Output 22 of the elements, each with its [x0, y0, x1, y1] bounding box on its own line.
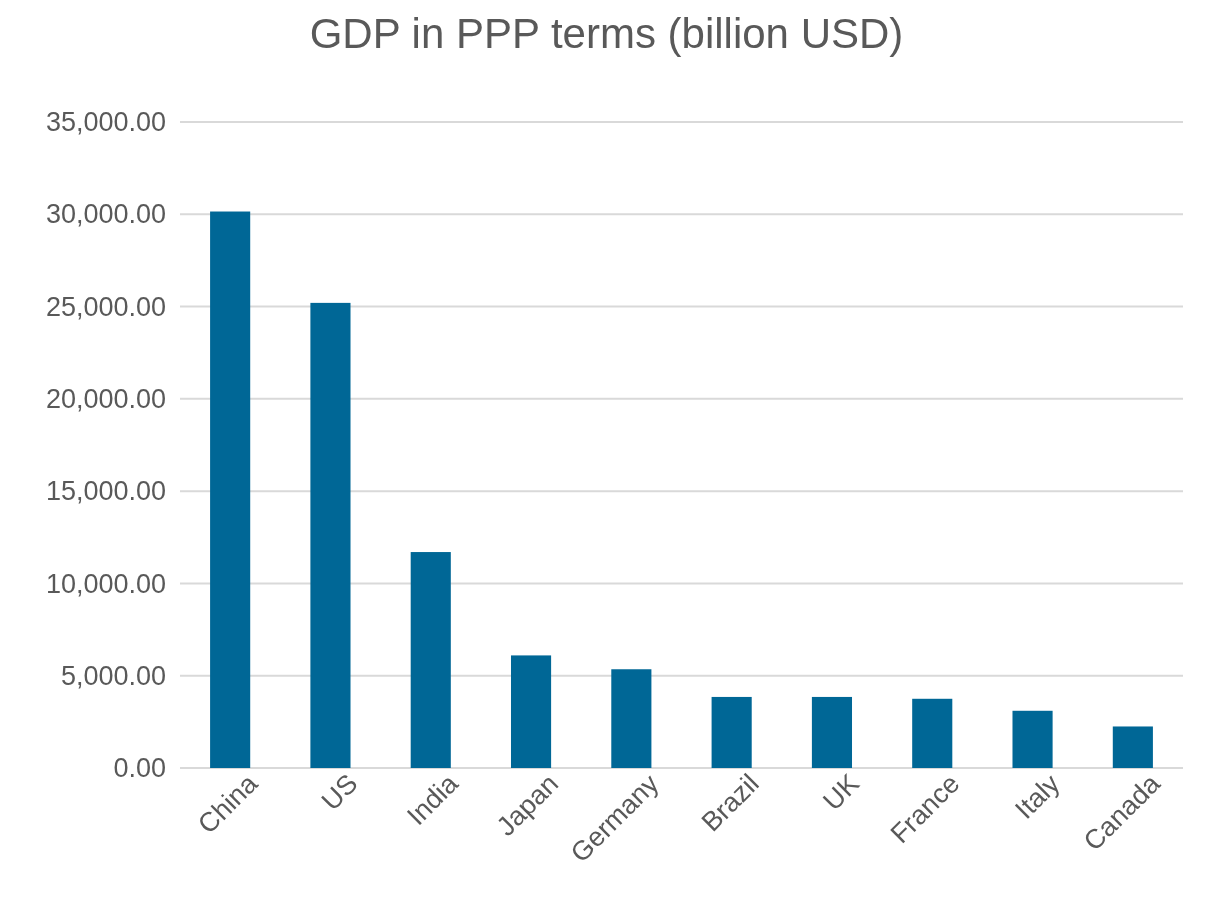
bar	[310, 302, 351, 768]
y-tick-label: 30,000.00	[45, 199, 166, 230]
bar	[1112, 726, 1153, 768]
x-tick-label: Italy	[1009, 768, 1066, 825]
bar	[912, 698, 953, 768]
bar	[811, 696, 853, 768]
y-tick-label: 35,000.00	[45, 107, 166, 138]
bar	[510, 655, 552, 768]
x-tick-label: UK	[817, 768, 866, 817]
bar	[1012, 710, 1053, 768]
bar	[210, 211, 251, 768]
chart-title: GDP in PPP terms (billion USD)	[309, 10, 904, 57]
y-tick-label: 10,000.00	[45, 568, 166, 599]
y-tick-label: 0.00	[113, 753, 166, 784]
y-tick-label: 5,000.00	[60, 660, 166, 691]
y-tick-label: 25,000.00	[45, 291, 166, 322]
bar	[410, 552, 451, 768]
bar	[711, 696, 752, 768]
y-tick-label: 15,000.00	[45, 476, 166, 507]
y-tick-label: 20,000.00	[45, 384, 166, 414]
bar	[611, 669, 652, 768]
x-tick-label: US	[315, 768, 364, 817]
